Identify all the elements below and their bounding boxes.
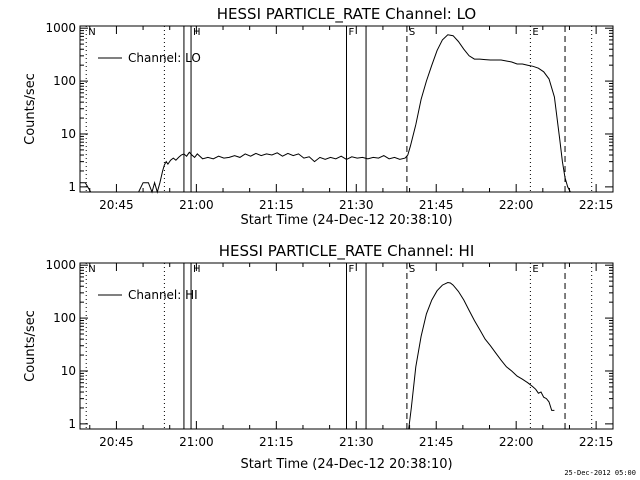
x-tick-label: 22:00 [499, 198, 534, 212]
x-tick-label: 22:15 [579, 198, 614, 212]
event-marker-label: F [349, 27, 355, 38]
y-tick-label: 100 [53, 74, 76, 88]
y-tick-label: 10 [61, 127, 76, 141]
y-tick-label: 10 [61, 364, 76, 378]
x-tick-label: 21:00 [179, 435, 214, 449]
y-axis-label: Counts/sec [23, 73, 38, 145]
x-tick-label: 20:45 [99, 435, 134, 449]
event-marker-label: S [409, 264, 415, 275]
x-tick-label: 21:45 [419, 435, 454, 449]
y-tick-label: 1 [68, 417, 76, 431]
y-axis-label: Counts/sec [23, 310, 38, 382]
series-line [408, 281, 555, 430]
y-tick-label: 1000 [45, 21, 76, 35]
x-tick-label: 21:15 [259, 435, 294, 449]
legend-label: Channel: LO [128, 51, 201, 65]
event-marker-label: E [532, 27, 538, 38]
x-tick-label: 21:45 [419, 198, 454, 212]
x-tick-label: 22:15 [579, 435, 614, 449]
event-marker-label: F [349, 264, 355, 275]
event-marker-label: H [193, 264, 201, 275]
x-axis-label: Start Time (24-Dec-12 20:38:10) [240, 457, 452, 472]
x-tick-label: 21:15 [259, 198, 294, 212]
legend-label: Channel: HI [128, 288, 198, 302]
event-marker-label: N [88, 27, 95, 38]
chart-title: HESSI PARTICLE_RATE Channel: LO [217, 5, 476, 24]
series-line [80, 34, 592, 194]
y-tick-label: 1000 [45, 258, 76, 272]
x-tick-label: 21:30 [339, 435, 374, 449]
event-marker-label: S [409, 27, 415, 38]
x-tick-label: 21:00 [179, 198, 214, 212]
chart-title: HESSI PARTICLE_RATE Channel: HI [219, 242, 475, 261]
event-marker-label: E [532, 264, 538, 275]
x-tick-label: 21:30 [339, 198, 374, 212]
panel-hi: HESSI PARTICLE_RATE Channel: HI 1 10 100 100… [23, 242, 614, 472]
y-tick-label: 100 [53, 311, 76, 325]
timestamp: 25-Dec-2012 05:00 [564, 469, 636, 477]
panel-lo: HESSI PARTICLE_RATE Channel: LO 1 10 100 100… [23, 5, 614, 228]
x-axis-label: Start Time (24-Dec-12 20:38:10) [240, 213, 452, 228]
x-tick-label: 20:45 [99, 198, 134, 212]
y-tick-label: 1 [68, 180, 76, 194]
event-marker-label: N [88, 264, 95, 275]
x-tick-label: 22:00 [499, 435, 534, 449]
event-marker-label: H [193, 27, 201, 38]
